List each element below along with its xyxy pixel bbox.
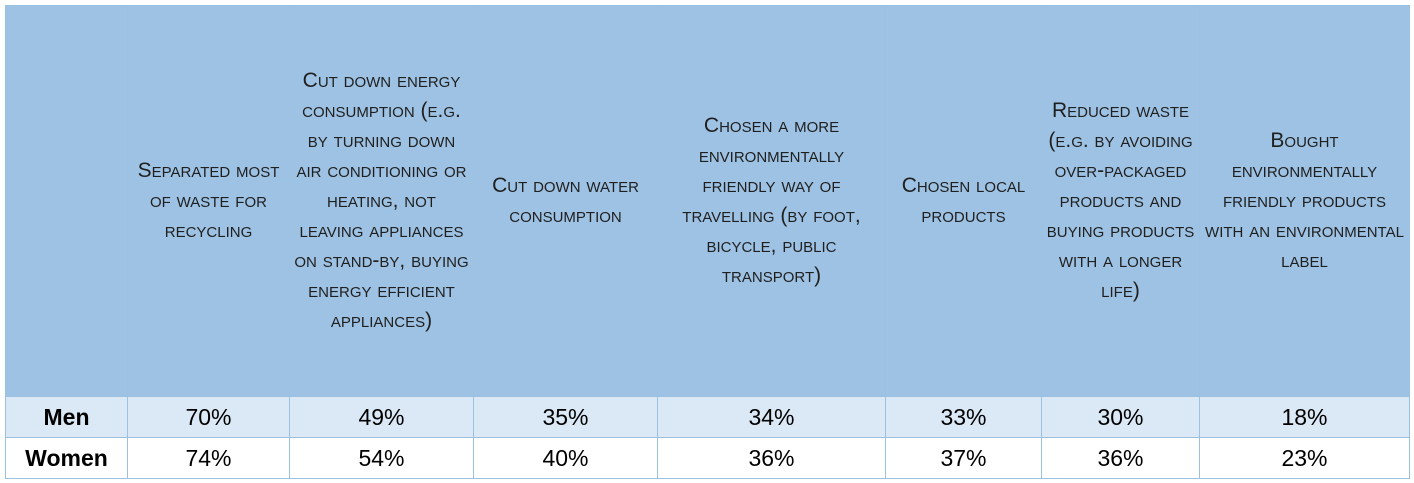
data-table: Separated most of waste for recycling Cu… [5, 5, 1410, 479]
table-cell: 18% [1199, 396, 1410, 438]
table-cell: 35% [473, 396, 658, 438]
table-cell: 23% [1199, 437, 1410, 479]
table-cell: 40% [473, 437, 658, 479]
column-header: Cut down energy consumption (e.g. by tur… [289, 5, 474, 397]
table-cell: 30% [1041, 396, 1200, 438]
table-cell: 70% [127, 396, 290, 438]
table-cell: 36% [657, 437, 886, 479]
row-label: Women [5, 437, 128, 479]
table-row: Men 70% 49% 35% 34% 33% 30% 18% [5, 396, 1410, 438]
table-cell: 37% [885, 437, 1042, 479]
column-header: Chosen local products [885, 5, 1042, 397]
table-cell: 33% [885, 396, 1042, 438]
column-header: Cut down water consumption [473, 5, 658, 397]
table-row: Women 74% 54% 40% 36% 37% 36% 23% [5, 437, 1410, 479]
table-cell: 49% [289, 396, 474, 438]
table-cell: 34% [657, 396, 886, 438]
header-corner [5, 5, 128, 397]
column-header: Separated most of waste for recycling [127, 5, 290, 397]
table-cell: 36% [1041, 437, 1200, 479]
table-cell: 54% [289, 437, 474, 479]
column-header: Bought environmentally friendly products… [1199, 5, 1410, 397]
table-cell: 74% [127, 437, 290, 479]
row-label: Men [5, 396, 128, 438]
data-table-wrapper: Separated most of waste for recycling Cu… [5, 5, 1410, 479]
column-header: Chosen a more environmentally friendly w… [657, 5, 886, 397]
header-row: Separated most of waste for recycling Cu… [5, 5, 1410, 397]
column-header: Reduced waste (e.g. by avoiding over-pac… [1041, 5, 1200, 397]
